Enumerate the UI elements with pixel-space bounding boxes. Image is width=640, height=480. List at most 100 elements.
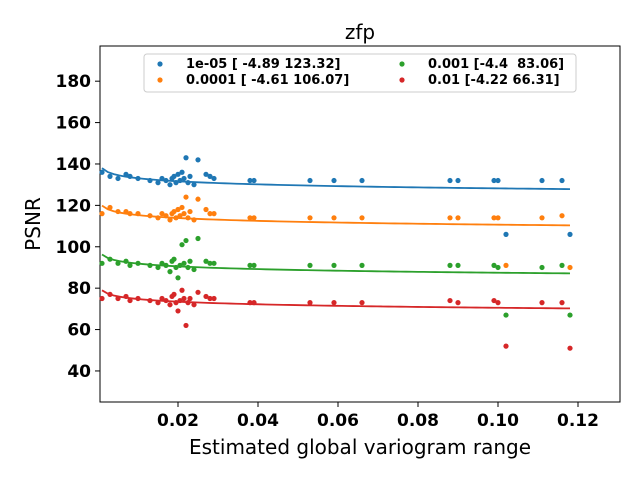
y-tick-label: 160: [56, 114, 92, 134]
y-tick-label: 60: [67, 321, 91, 341]
legend-marker: [399, 77, 405, 83]
data-point: [175, 171, 181, 177]
y-tick-label: 180: [56, 72, 92, 92]
data-point: [247, 262, 253, 268]
data-point: [447, 215, 453, 221]
data-point: [195, 157, 201, 163]
legend-label: 1e-05 [ -4.89 123.32]: [186, 57, 340, 72]
data-point: [159, 295, 165, 302]
y-tick-label: 80: [67, 279, 91, 299]
y-axis-ticks: 40 60 80 100 120 140 160 180: [56, 72, 100, 382]
data-point: [179, 204, 185, 211]
data-point: [179, 287, 185, 293]
data-point: [567, 312, 573, 318]
data-point: [99, 169, 105, 175]
data-point: [503, 262, 509, 268]
series-layer: [99, 155, 573, 351]
series-3: [99, 287, 573, 351]
data-point: [99, 211, 105, 217]
x-tick-label: 0.10: [477, 411, 519, 431]
x-axis-label: Estimated global variogram range: [189, 435, 531, 459]
data-point: [359, 262, 365, 268]
data-point: [539, 215, 545, 221]
data-point: [211, 295, 217, 302]
data-point: [187, 258, 193, 264]
data-point: [491, 262, 497, 268]
data-point: [455, 177, 461, 184]
fit-line: [101, 289, 571, 310]
legend: 1e-05 [ -4.89 123.32]0.0001 [ -4.61 106.…: [143, 53, 577, 93]
data-point: [175, 275, 181, 281]
data-point: [171, 256, 177, 262]
data-point: [167, 217, 173, 223]
data-point: [183, 155, 189, 161]
data-point: [179, 169, 185, 175]
data-point: [187, 295, 193, 302]
data-point: [503, 231, 509, 237]
data-point: [167, 302, 173, 308]
series-2: [99, 235, 573, 318]
data-point: [127, 262, 133, 268]
data-point: [187, 173, 193, 179]
data-point: [181, 295, 187, 302]
legend-marker: [157, 77, 163, 83]
data-point: [171, 291, 177, 297]
data-point: [99, 295, 105, 302]
data-point: [247, 215, 253, 221]
data-point: [495, 215, 501, 221]
data-point: [559, 262, 565, 268]
data-point: [107, 173, 113, 179]
data-point: [167, 269, 173, 275]
data-point: [251, 177, 257, 184]
legend-box: [143, 53, 577, 93]
legend-label: 0.01 [-4.22 66.31]: [428, 73, 560, 88]
data-point: [539, 300, 545, 306]
data-point: [175, 308, 181, 314]
data-point: [495, 177, 501, 184]
data-point: [567, 264, 573, 271]
data-point: [99, 260, 105, 266]
data-point: [181, 175, 187, 182]
data-point: [211, 175, 217, 182]
data-point: [559, 213, 565, 219]
y-axis-label: PSNR: [21, 197, 45, 251]
y-tick-label: 120: [56, 196, 92, 216]
data-point: [455, 215, 461, 221]
data-point: [455, 300, 461, 306]
data-point: [127, 297, 133, 304]
data-point: [159, 211, 165, 217]
data-point: [171, 173, 177, 179]
fit-line: [101, 204, 571, 227]
data-point: [179, 242, 185, 248]
x-tick-label: 0.08: [397, 411, 439, 431]
data-point: [539, 177, 545, 184]
data-point: [251, 262, 257, 268]
data-point: [307, 215, 313, 221]
data-point: [211, 260, 217, 266]
data-point: [503, 312, 509, 318]
data-point: [307, 262, 313, 268]
data-point: [191, 302, 197, 308]
data-point: [539, 264, 545, 271]
data-point: [195, 235, 201, 242]
data-point: [195, 289, 201, 295]
data-point: [207, 211, 213, 217]
data-point: [251, 215, 257, 221]
data-point: [495, 300, 501, 306]
data-point: [307, 300, 313, 306]
data-point: [155, 180, 161, 186]
x-tick-label: 0.02: [157, 411, 199, 431]
data-point: [359, 177, 365, 184]
data-point: [491, 215, 497, 221]
x-axis-ticks: 0.02 0.04 0.06 0.08 0.10 0.12: [157, 402, 599, 431]
data-point: [183, 194, 189, 200]
x-tick-label: 0.04: [237, 411, 279, 431]
data-point: [331, 215, 337, 221]
data-point: [359, 300, 365, 306]
data-point: [307, 177, 313, 184]
data-point: [331, 300, 337, 306]
data-point: [359, 215, 365, 221]
data-point: [187, 208, 193, 215]
chart-title: zfp: [345, 20, 375, 44]
